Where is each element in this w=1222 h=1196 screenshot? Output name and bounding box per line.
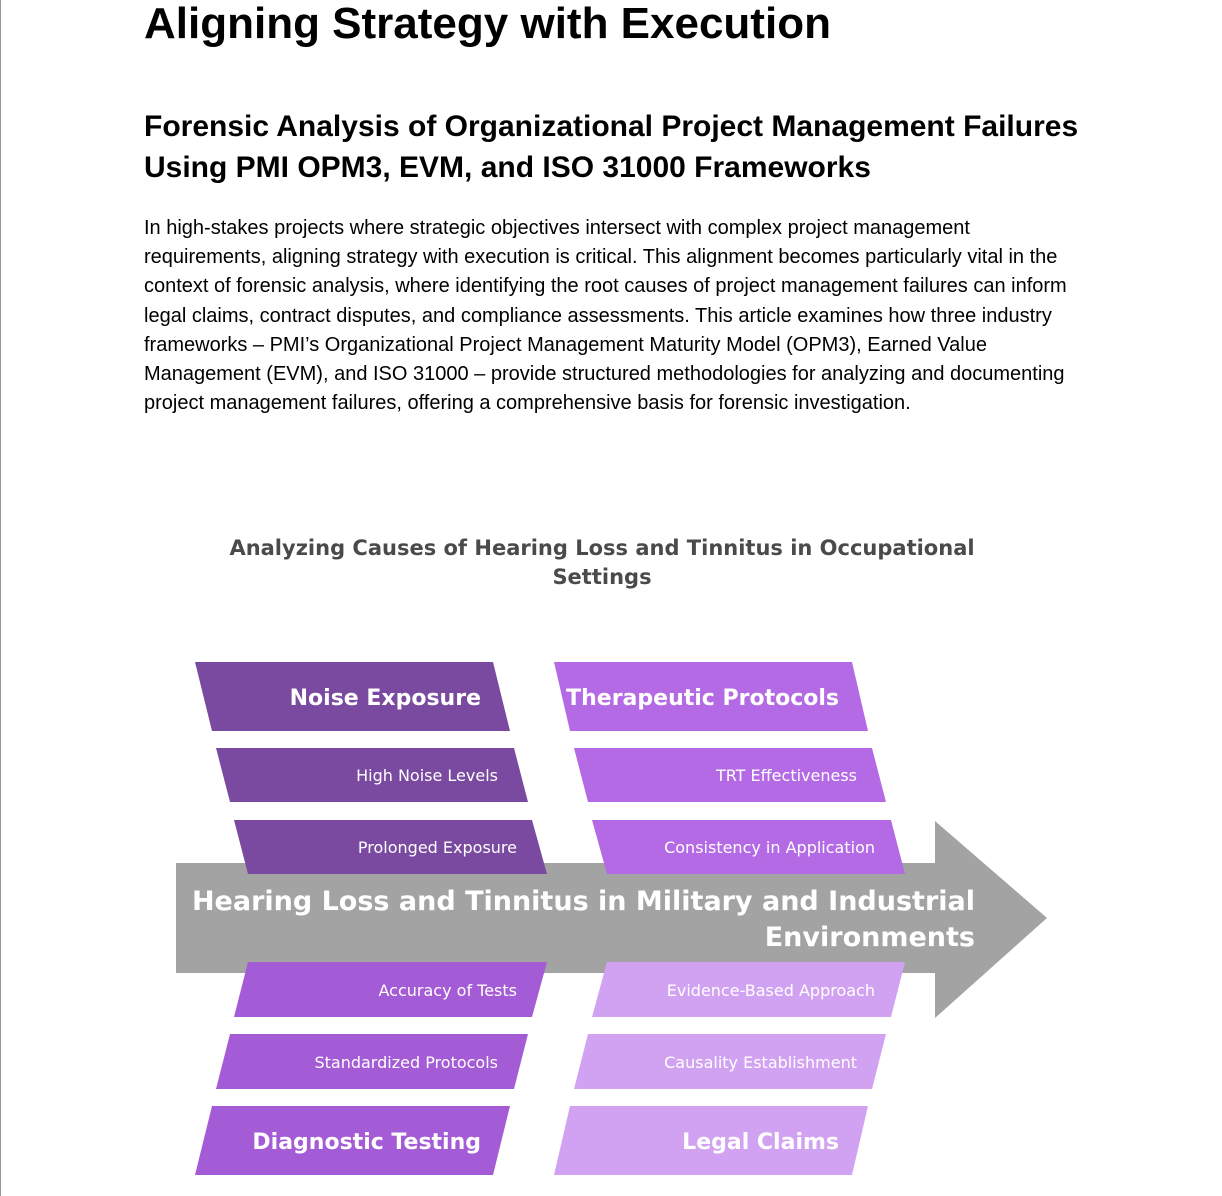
therapeutic-protocols-header-shape — [554, 662, 868, 731]
cause-consistency-in-application: Consistency in Application — [664, 838, 875, 857]
accuracy-of-tests-shape — [234, 962, 547, 1017]
prolonged-exposure-shape — [234, 820, 547, 874]
trt-effectiveness-shape — [574, 748, 886, 802]
cause-causality-establishment: Causality Establishment — [664, 1053, 857, 1072]
cause-high-noise-levels: High Noise Levels — [356, 766, 498, 785]
diagnostic-testing-header-shape — [195, 1106, 510, 1175]
causality-establishment-shape — [574, 1034, 886, 1089]
page-edge-line — [0, 0, 1, 1196]
spine-label-line-1: Hearing Loss and Tinnitus in Military an… — [192, 886, 975, 917]
high-noise-levels-shape — [216, 748, 528, 802]
page-title: Aligning Strategy with Execution — [144, 0, 831, 48]
cause-accuracy-of-tests: Accuracy of Tests — [379, 981, 517, 1000]
standardized-protocols-shape — [216, 1034, 528, 1089]
noise-exposure-header-shape — [195, 662, 510, 731]
evidence-based-approach-shape — [592, 962, 905, 1017]
noise-exposure-header: Noise Exposure — [290, 686, 481, 711]
cause-trt-effectiveness: TRT Effectiveness — [715, 766, 857, 785]
legal-claims-header-shape — [554, 1106, 868, 1175]
consistency-in-application-shape — [592, 820, 905, 874]
diagram-title-line-2: Settings — [552, 565, 651, 589]
cause-evidence-based-approach: Evidence-Based Approach — [667, 981, 875, 1000]
spine-label-line-2: Environments — [765, 922, 975, 953]
legal-claims-header: Legal Claims — [682, 1130, 839, 1155]
article-subtitle: Forensic Analysis of Organizational Proj… — [144, 110, 1079, 184]
diagram-title-line-1: Analyzing Causes of Hearing Loss and Tin… — [229, 536, 974, 560]
cause-prolonged-exposure: Prolonged Exposure — [358, 838, 517, 857]
cause-standardized-protocols: Standardized Protocols — [314, 1053, 498, 1072]
therapeutic-protocols-header: Therapeutic Protocols — [566, 686, 839, 711]
intro-paragraph: In high-stakes projects where strategic … — [144, 217, 1067, 415]
diagnostic-testing-header: Diagnostic Testing — [252, 1130, 481, 1155]
